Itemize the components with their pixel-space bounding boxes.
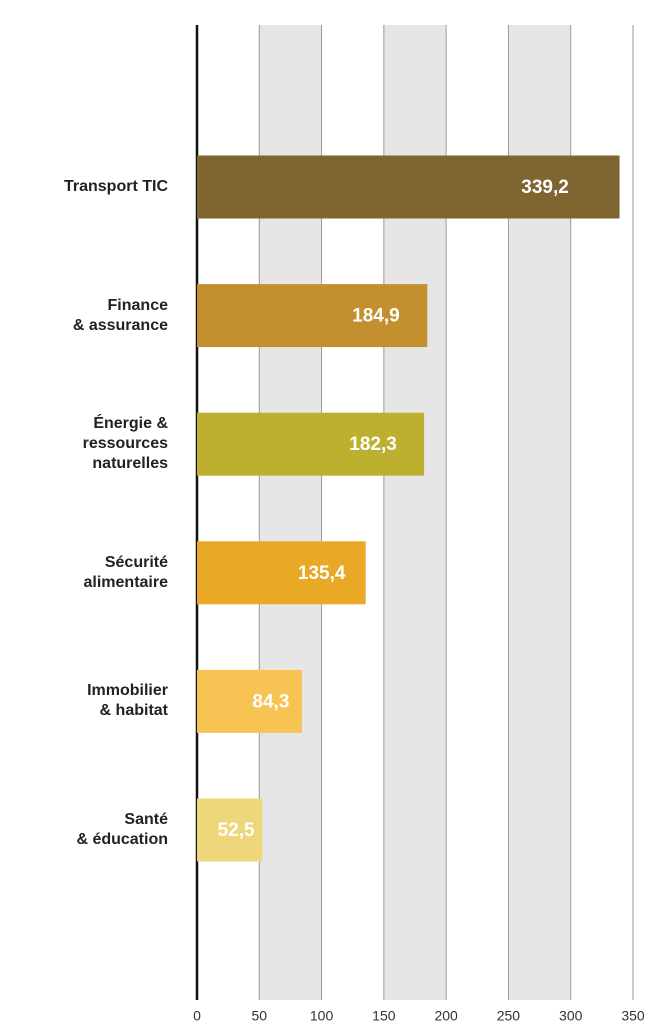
x-tick-label: 50 [251,1008,267,1024]
bar [197,155,620,219]
value-label: 184,9 [352,306,400,327]
x-tick-label: 0 [193,1008,201,1024]
bar [197,284,428,348]
bar [197,541,366,605]
category-label: Énergie & ressources naturelles [82,415,168,473]
category-label: Finance & assurance [72,296,168,334]
category-label: Sécurité alimentaire [83,553,168,591]
value-label: 84,3 [252,691,289,712]
x-tick-label: 200 [434,1008,458,1024]
bar [197,412,425,476]
x-tick-label: 300 [559,1008,583,1024]
value-label: 339,2 [521,177,569,198]
x-tick-label: 350 [621,1008,645,1024]
value-label: 135,4 [298,563,346,584]
x-tick-label: 250 [497,1008,521,1024]
value-label: 52,5 [218,820,255,841]
bar [197,798,263,862]
category-label: Santé & éducation [76,811,168,848]
value-label: 182,3 [349,434,397,455]
bar [197,669,303,733]
category-label: Immobilier & habitat [87,682,168,720]
x-tick-label: 100 [310,1008,334,1024]
x-tick-label: 150 [372,1008,396,1024]
category-label: Transport TIC [63,178,168,195]
